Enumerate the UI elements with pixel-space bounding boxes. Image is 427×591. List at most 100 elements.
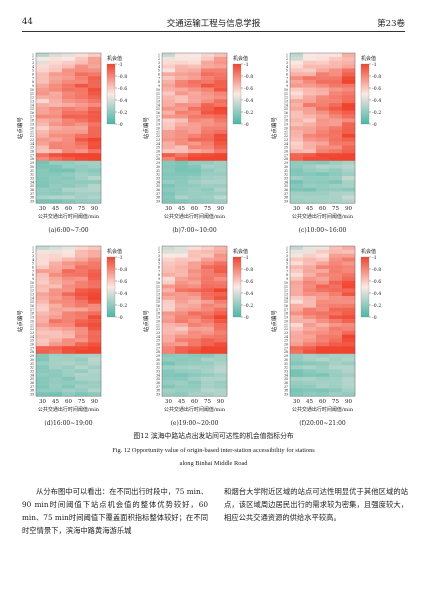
heatmap-cell	[88, 191, 102, 196]
heatmap-cell	[49, 246, 63, 251]
heatmap-cell	[316, 72, 330, 77]
heatmap-cell	[201, 357, 215, 362]
heatmap-cell	[342, 183, 356, 188]
y-axis-label: 站点编号	[16, 117, 24, 140]
heatmap-cell	[201, 72, 215, 77]
heatmap-cell	[75, 269, 89, 274]
y-tick-label: 4	[32, 65, 34, 69]
heatmap-cell	[201, 176, 215, 181]
heatmap-cell	[49, 187, 63, 192]
heatmap-cell	[303, 183, 317, 188]
heatmap-cell	[75, 53, 89, 58]
heatmap-cell	[201, 342, 215, 347]
heatmap-cell	[162, 141, 176, 146]
heatmap-cell	[162, 307, 176, 312]
heatmap-cell	[316, 307, 330, 312]
heatmap-cell	[342, 168, 356, 173]
heatmap-cell	[62, 172, 76, 177]
heatmap-cell	[188, 376, 202, 381]
heatmap-cell	[201, 280, 215, 285]
colorbar	[106, 256, 116, 318]
y-tick-label: 39	[30, 200, 34, 204]
heatmap-cell	[36, 280, 50, 285]
heatmap-cell	[214, 149, 228, 154]
heatmap-cell	[88, 311, 102, 316]
colorbar-title: 机会值	[361, 248, 376, 255]
heatmap-cell	[201, 365, 215, 370]
heatmap-cell	[342, 330, 356, 335]
heatmap-cell	[188, 357, 202, 362]
heatmap-cell	[303, 388, 317, 393]
heatmap-cell	[62, 180, 76, 185]
heatmap-cell	[188, 246, 202, 251]
y-tick-label: 13	[30, 99, 34, 103]
heatmap-cell	[214, 156, 228, 161]
heatmap-cell	[36, 106, 50, 111]
heatmap-cell	[75, 376, 89, 381]
y-tick-label: 35	[30, 377, 34, 381]
heatmap-cell	[36, 292, 50, 297]
heatmap-cell	[88, 68, 102, 73]
heatmap-cell	[329, 72, 343, 77]
colorbar-tick-label: -0	[244, 122, 249, 128]
heatmap-cell	[162, 292, 176, 297]
heatmap-cell	[201, 288, 215, 293]
heatmap-cell	[36, 261, 50, 266]
heatmap-cell	[303, 284, 317, 289]
heatmap-cell	[188, 346, 202, 351]
heatmap-cell	[290, 110, 304, 115]
heatmap-cell	[175, 326, 189, 331]
y-tick-label: 19	[284, 316, 288, 320]
heatmap-cell	[49, 106, 63, 111]
heatmap-cell	[75, 342, 89, 347]
heatmap-cell	[188, 83, 202, 88]
heatmap-cell	[303, 299, 317, 304]
heatmap-cell	[316, 392, 330, 397]
heatmap-cell	[290, 137, 304, 142]
heatmap-cell	[316, 265, 330, 270]
heatmap-cell	[290, 299, 304, 304]
heatmap-cell	[201, 76, 215, 81]
heatmap-cell	[162, 79, 176, 84]
heatmap-cell	[49, 114, 63, 119]
y-tick-label: 3	[158, 61, 160, 65]
heatmap-cell	[201, 118, 215, 123]
heatmap-cell	[75, 388, 89, 393]
y-tick-label: 36	[284, 188, 288, 192]
heatmap-cell	[214, 342, 228, 347]
y-tick-label: 15	[156, 107, 160, 111]
heatmap-cell	[162, 296, 176, 301]
heatmap-cell	[316, 249, 330, 254]
heatmap-cell	[329, 342, 343, 347]
heatmap-cell	[342, 373, 356, 378]
heatmap-cell	[214, 187, 228, 192]
heatmap-cell	[75, 180, 89, 185]
colorbar-tick-label: -0.4	[118, 291, 127, 297]
heatmap-cell	[175, 330, 189, 335]
heatmap-cell	[162, 172, 176, 177]
heatmap-cell	[88, 365, 102, 370]
y-tick-label: 14	[156, 296, 160, 300]
heatmap-cell	[36, 303, 50, 308]
y-tick-label: 11	[30, 285, 34, 289]
heatmap-cell	[214, 60, 228, 65]
heatmap-cell	[316, 346, 330, 351]
y-tick-label: 21	[30, 130, 34, 134]
colorbar-tick-label: -0.8	[244, 267, 253, 273]
y-tick-label: 9	[286, 84, 288, 88]
heatmap-cell	[342, 72, 356, 77]
heatmap-cell	[88, 79, 102, 84]
y-tick-label: 10	[156, 88, 160, 92]
heatmap-cell	[201, 261, 215, 266]
heatmap-cell	[188, 79, 202, 84]
heatmap-cell	[62, 315, 76, 320]
heatmap-cell	[201, 53, 215, 58]
x-axis-label: 公共交通出行时间阈值/min	[164, 213, 226, 220]
heatmap-cell	[188, 280, 202, 285]
y-tick-label: 26	[30, 150, 34, 154]
heatmap-cell	[290, 365, 304, 370]
heatmap-cell	[316, 326, 330, 331]
heatmap-cell	[342, 91, 356, 96]
y-tick-label: 22	[30, 327, 34, 331]
heatmap-cell	[62, 342, 76, 347]
